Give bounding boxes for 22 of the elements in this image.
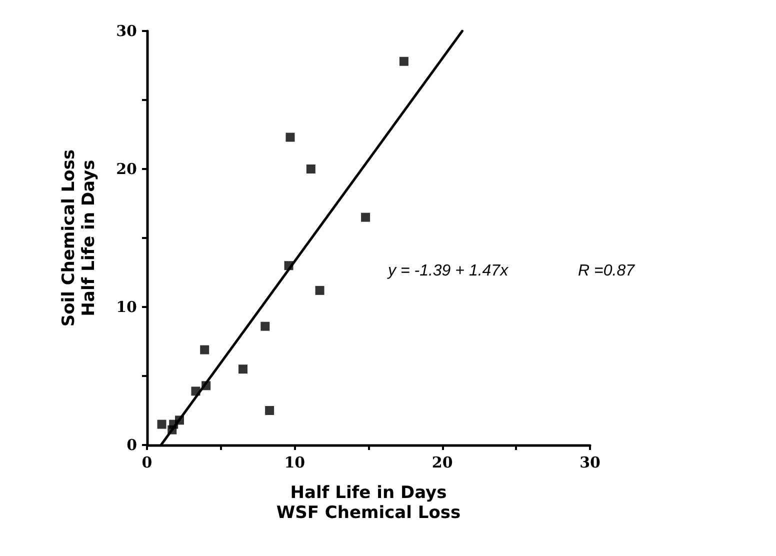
annotation: R =0.87 — [578, 262, 636, 280]
point — [286, 132, 295, 142]
x-tick-label: 10 — [284, 454, 306, 472]
x-tick-label: 20 — [432, 454, 453, 472]
annotation: y = -1.39 + 1.47x — [387, 262, 510, 280]
point — [265, 406, 274, 415]
y-tick-label: 30 — [116, 22, 137, 40]
point — [260, 322, 270, 331]
x-tick-label: 30 — [580, 454, 600, 472]
point — [238, 364, 248, 374]
point — [315, 286, 324, 295]
x-tick-label: 0 — [142, 454, 152, 472]
point — [306, 164, 316, 174]
y-axis-title: Soil Chemical Loss Half Life in Days — [59, 149, 99, 327]
point — [200, 345, 210, 354]
y-tick-label: 10 — [116, 298, 137, 316]
x-axis-title: Half Life in Days WSF Chemical Loss — [276, 483, 461, 523]
point — [361, 212, 370, 222]
point — [399, 56, 408, 66]
point — [157, 420, 166, 429]
y-tick-label: 0 — [126, 436, 137, 454]
y-tick-label: 20 — [116, 160, 137, 178]
